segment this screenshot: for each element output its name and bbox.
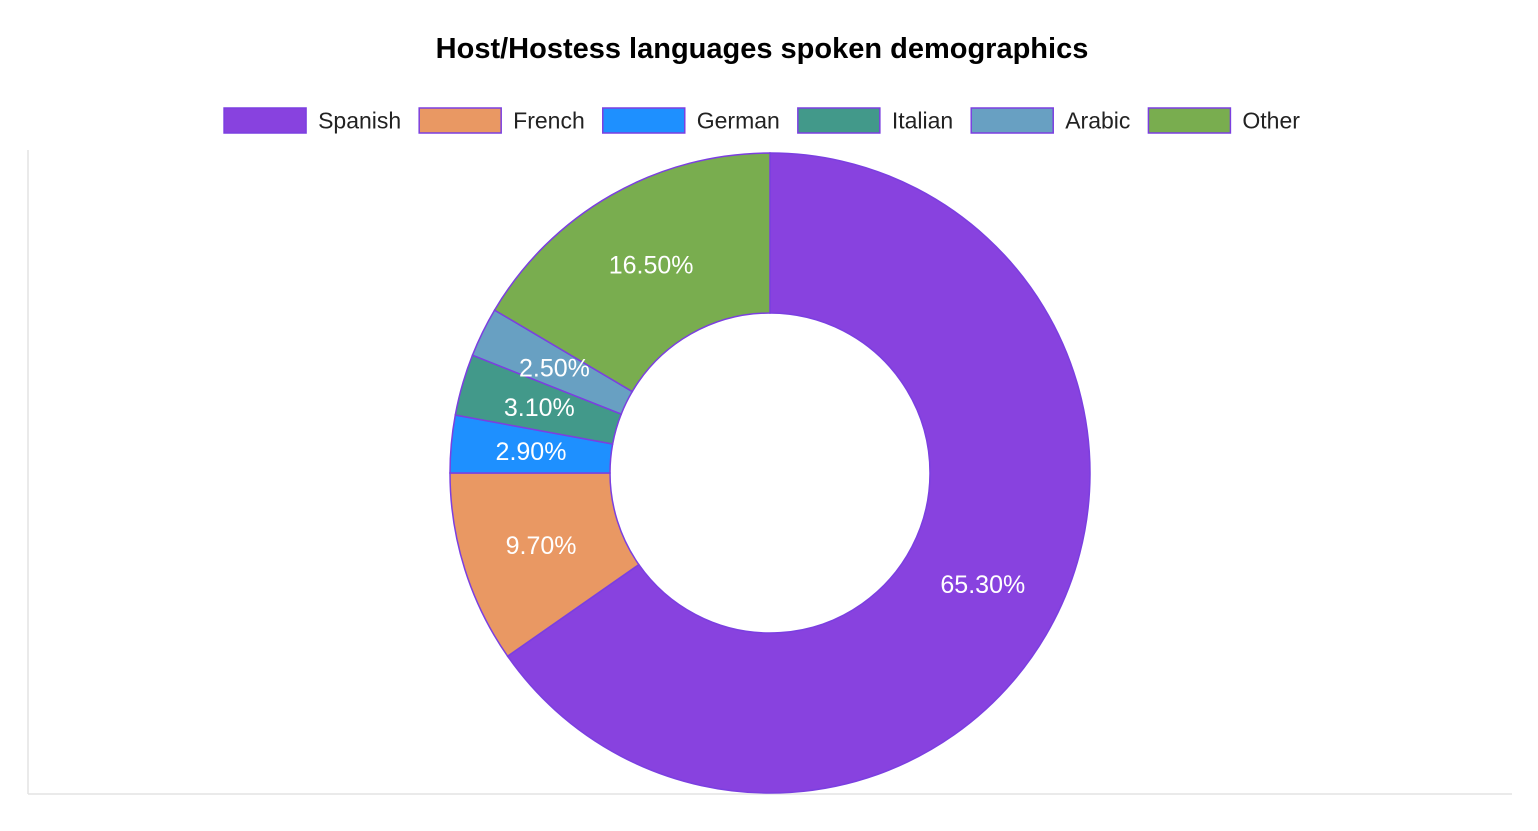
legend-label-italian: Italian <box>892 108 953 134</box>
chart-title: Host/Hostess languages spoken demographi… <box>436 33 1089 65</box>
donut-slices <box>449 152 1091 794</box>
slice-other[interactable] <box>493 152 771 393</box>
slice-labels: 65.30% 9.70% 2.90% 3.10% 2.50% 16.50% <box>496 252 1026 599</box>
legend-item-italian[interactable]: Italian <box>797 107 953 134</box>
slice-label-spanish: 65.30% <box>940 571 1025 599</box>
legend-swatch-other <box>1147 107 1232 134</box>
legend-swatch-spanish <box>223 107 307 134</box>
legend-label-other: Other <box>1242 108 1300 134</box>
slice-label-arabic: 2.50% <box>519 354 590 382</box>
legend: Spanish French German Italian Arabic Other <box>223 107 1300 134</box>
legend-item-spanish[interactable]: Spanish <box>223 107 401 134</box>
slice-spanish[interactable] <box>506 152 1091 794</box>
legend-swatch-french <box>418 107 502 134</box>
legend-item-other[interactable]: Other <box>1147 107 1300 134</box>
legend-item-arabic[interactable]: Arabic <box>970 107 1130 134</box>
legend-label-arabic: Arabic <box>1065 108 1130 134</box>
legend-item-german[interactable]: German <box>602 107 780 134</box>
legend-item-french[interactable]: French <box>418 107 585 134</box>
legend-label-spanish: Spanish <box>318 108 401 134</box>
slice-label-german: 2.90% <box>496 438 567 466</box>
slice-label-french: 9.70% <box>506 532 577 560</box>
slice-label-italian: 3.10% <box>504 394 575 422</box>
legend-label-french: French <box>513 108 585 134</box>
slice-label-other: 16.50% <box>609 252 694 280</box>
legend-swatch-german <box>602 107 686 134</box>
legend-swatch-italian <box>797 107 881 134</box>
legend-swatch-arabic <box>970 107 1054 134</box>
legend-label-german: German <box>697 108 780 134</box>
